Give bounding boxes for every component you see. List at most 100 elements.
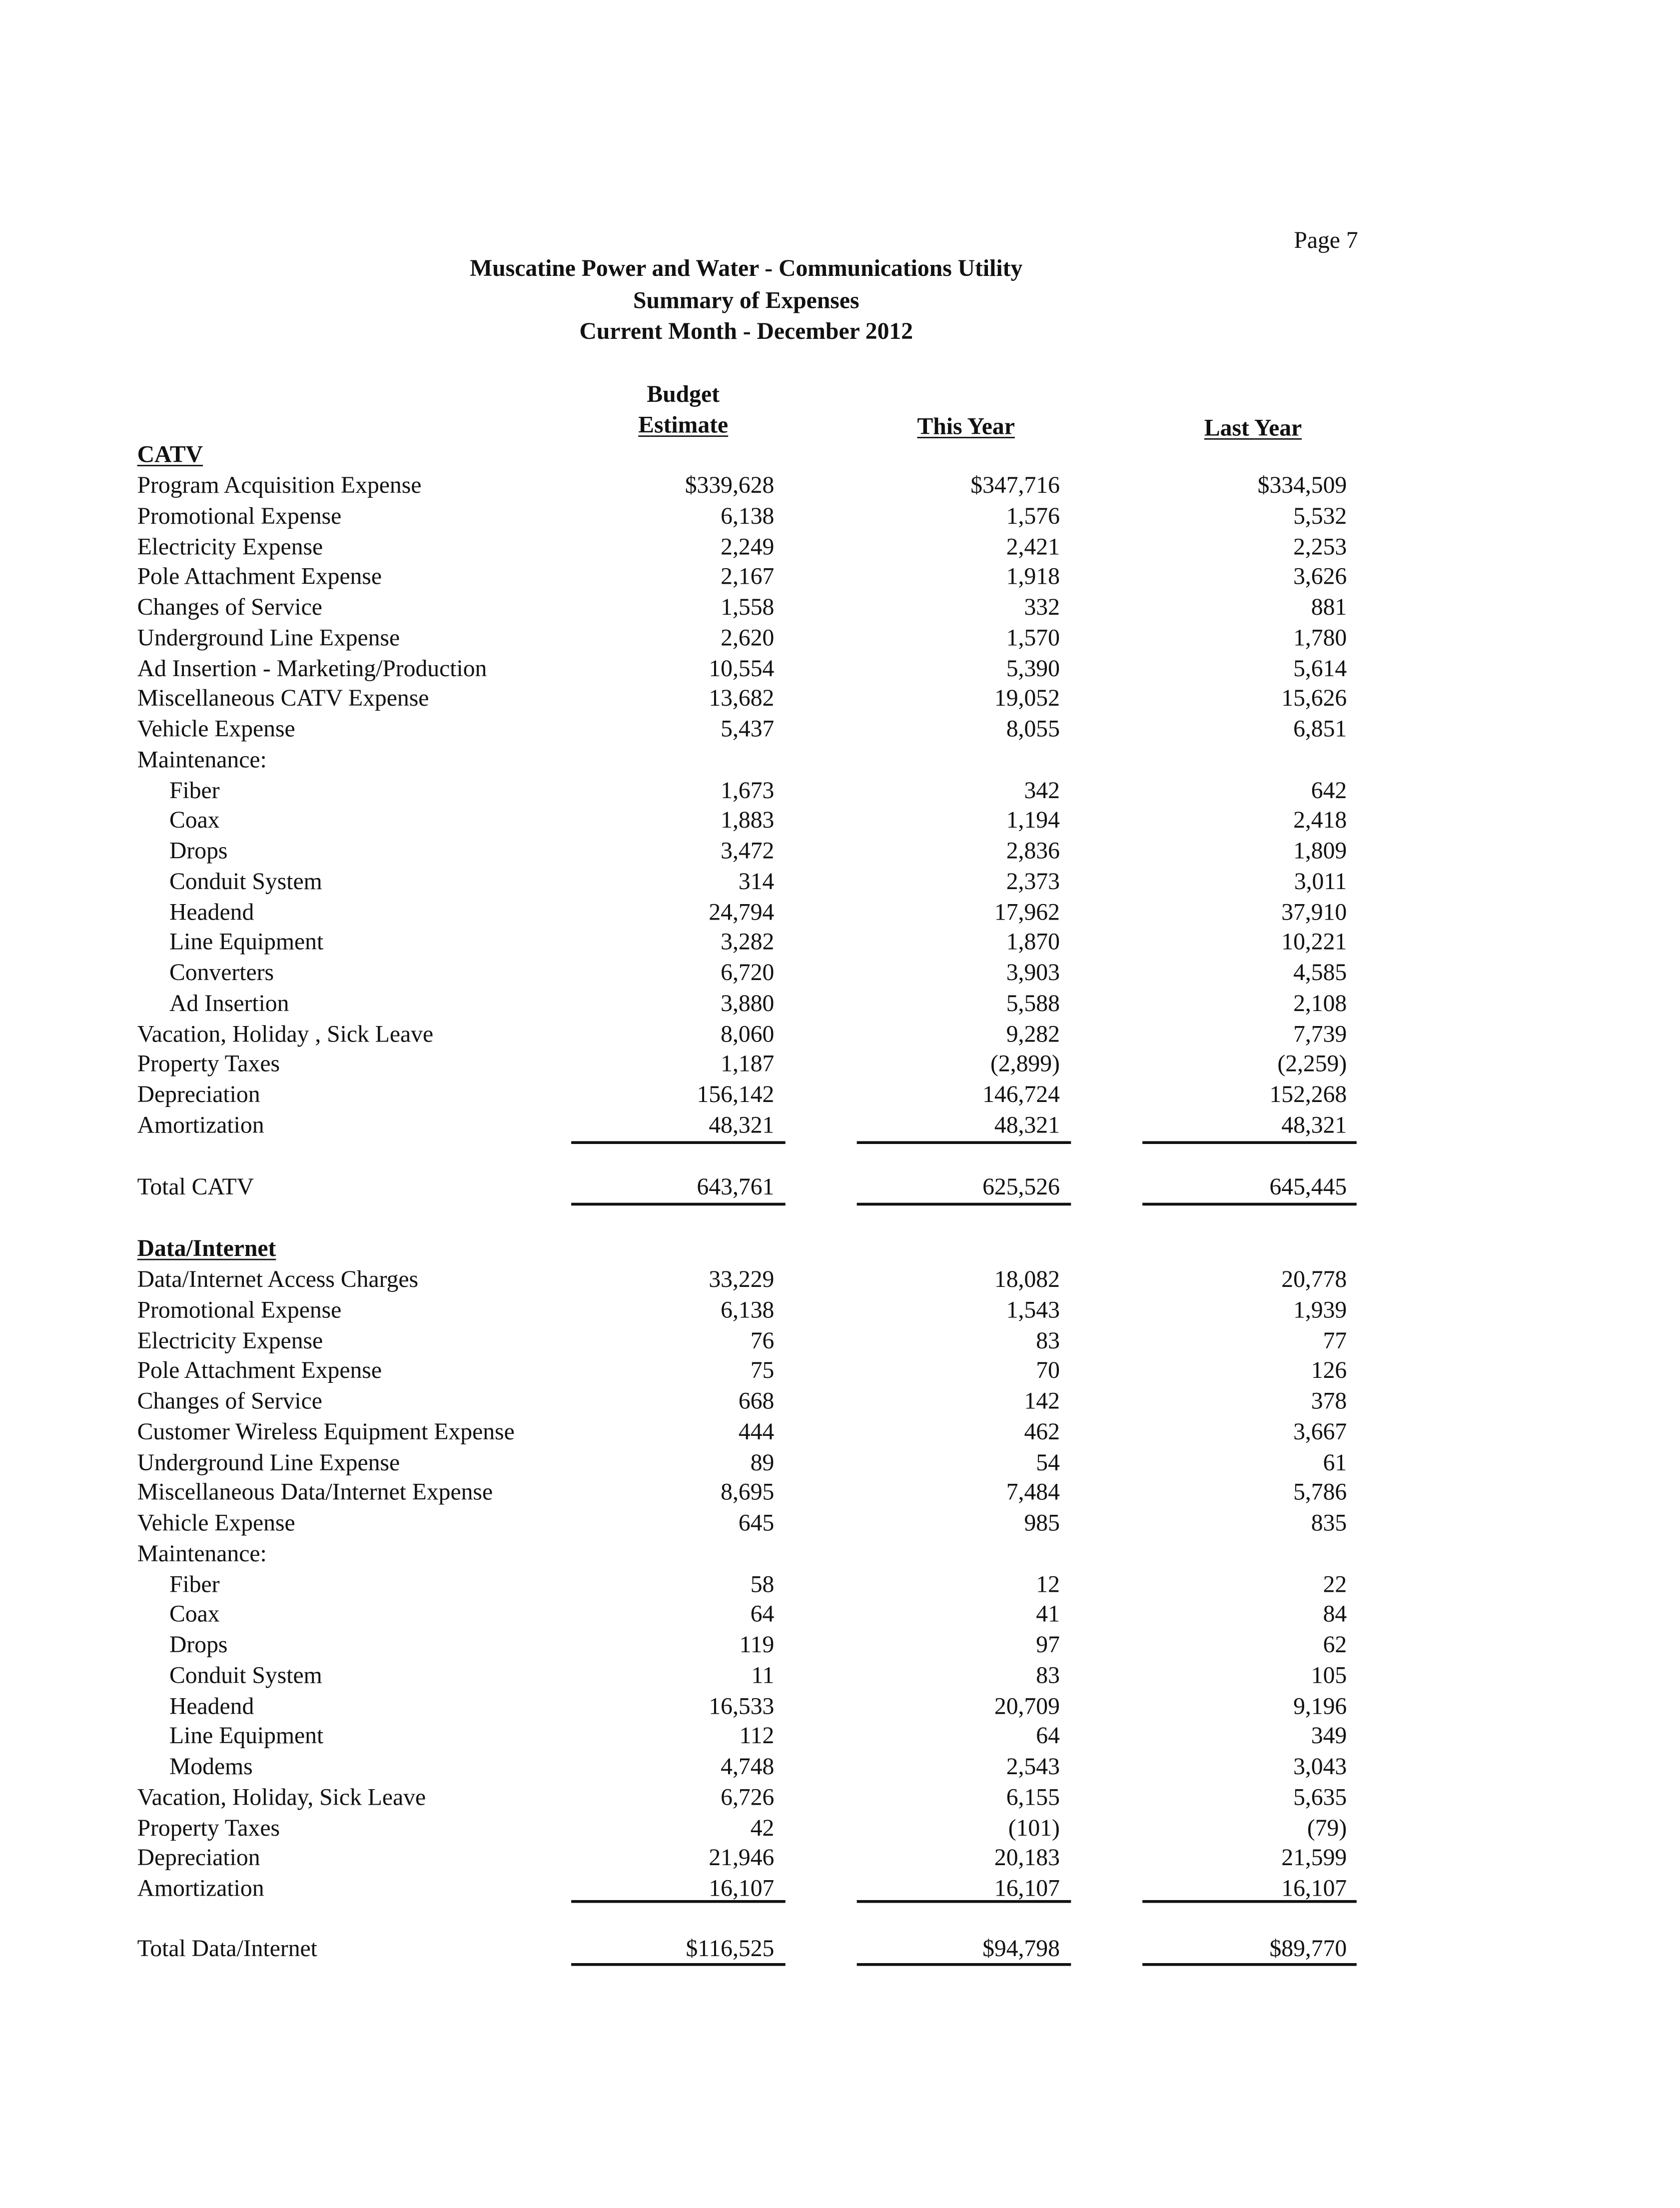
row-label: Drops bbox=[169, 1631, 228, 1658]
row-this-year-value: 1,576 bbox=[1006, 502, 1060, 529]
row-this-year-value: 5,390 bbox=[1006, 654, 1060, 682]
total-this-year-value: 625,526 bbox=[982, 1173, 1060, 1200]
subtotal-rule-2 bbox=[1142, 1141, 1357, 1144]
row-this-year-value: 342 bbox=[1024, 776, 1060, 803]
row-label: Property Taxes bbox=[137, 1814, 280, 1841]
row-label: Maintenance: bbox=[137, 746, 267, 773]
row-this-year-value: 18,082 bbox=[994, 1265, 1060, 1292]
total-this-year-value: $94,798 bbox=[982, 1935, 1060, 1962]
row-last-year-value: 2,108 bbox=[1293, 990, 1347, 1017]
row-label: Miscellaneous Data/Internet Expense bbox=[137, 1479, 493, 1506]
total-last-year-value: 645,445 bbox=[1269, 1173, 1347, 1200]
row-last-year-value: 152,268 bbox=[1269, 1081, 1347, 1108]
row-label: Changes of Service bbox=[137, 1387, 322, 1414]
row-last-year-value: 16,107 bbox=[1281, 1875, 1347, 1902]
row-budget-value: 13,682 bbox=[709, 685, 775, 712]
row-budget-value: 75 bbox=[750, 1357, 775, 1384]
row-budget-value: 2,167 bbox=[721, 563, 775, 590]
row-label: Changes of Service bbox=[137, 593, 322, 621]
row-budget-value: 10,554 bbox=[709, 654, 775, 682]
section-heading: Data/Internet bbox=[137, 1235, 276, 1262]
subtotal-rule-0 bbox=[571, 1900, 786, 1903]
row-this-year-value: 20,183 bbox=[994, 1844, 1060, 1871]
row-last-year-value: (2,259) bbox=[1277, 1050, 1347, 1078]
row-label: Customer Wireless Equipment Expense bbox=[137, 1418, 515, 1445]
row-this-year-value: 462 bbox=[1024, 1418, 1060, 1445]
row-budget-value: 1,673 bbox=[721, 776, 775, 803]
row-this-year-value: 64 bbox=[1036, 1722, 1060, 1750]
row-label: Electricity Expense bbox=[137, 1326, 323, 1353]
row-budget-value: 58 bbox=[750, 1570, 775, 1597]
row-budget-value: 89 bbox=[750, 1448, 775, 1475]
row-label: Line Equipment bbox=[169, 929, 324, 956]
column-header-last-year: Last Year bbox=[1204, 414, 1302, 441]
row-label: Data/Internet Access Charges bbox=[137, 1265, 419, 1292]
column-header-budget-line1: Budget bbox=[647, 381, 720, 408]
row-label: Amortization bbox=[137, 1875, 264, 1902]
row-last-year-value: 21,599 bbox=[1281, 1844, 1347, 1871]
row-label: Promotional Expense bbox=[137, 1296, 342, 1323]
row-budget-value: 16,107 bbox=[709, 1875, 775, 1902]
row-last-year-value: 6,851 bbox=[1293, 715, 1347, 742]
row-last-year-value: 5,786 bbox=[1293, 1479, 1347, 1506]
row-label: Conduit System bbox=[169, 1661, 322, 1689]
row-label: Vehicle Expense bbox=[137, 1509, 295, 1536]
row-label: Vacation, Holiday, Sick Leave bbox=[137, 1783, 426, 1810]
row-last-year-value: 10,221 bbox=[1281, 929, 1347, 956]
subtotal-rule-1 bbox=[856, 1900, 1071, 1903]
subtotal-rule-0 bbox=[571, 1141, 786, 1144]
row-this-year-value: 97 bbox=[1036, 1631, 1060, 1658]
row-budget-value: $339,628 bbox=[685, 472, 775, 499]
row-budget-value: 6,138 bbox=[721, 1296, 775, 1323]
total-rule-1 bbox=[856, 1202, 1071, 1206]
row-this-year-value: 332 bbox=[1024, 593, 1060, 621]
row-last-year-value: 881 bbox=[1311, 593, 1347, 621]
row-budget-value: 8,060 bbox=[721, 1020, 775, 1047]
row-last-year-value: 15,626 bbox=[1281, 685, 1347, 712]
row-label: Headend bbox=[169, 1692, 254, 1719]
row-budget-value: 119 bbox=[739, 1631, 775, 1658]
row-this-year-value: (2,899) bbox=[990, 1050, 1060, 1078]
row-budget-value: 3,472 bbox=[721, 837, 775, 864]
row-budget-value: 76 bbox=[750, 1326, 775, 1353]
column-header-budget-line2: Estimate bbox=[638, 411, 729, 438]
row-this-year-value: 142 bbox=[1024, 1387, 1060, 1414]
row-this-year-value: 54 bbox=[1036, 1448, 1060, 1475]
row-this-year-value: 12 bbox=[1036, 1570, 1060, 1597]
row-budget-value: 6,138 bbox=[721, 502, 775, 529]
row-label: Promotional Expense bbox=[137, 502, 342, 529]
row-last-year-value: 3,043 bbox=[1293, 1753, 1347, 1780]
row-label: Converters bbox=[169, 959, 274, 986]
row-last-year-value: 37,910 bbox=[1281, 898, 1347, 925]
row-label: Ad Insertion - Marketing/Production bbox=[137, 654, 487, 682]
row-budget-value: 5,437 bbox=[721, 715, 775, 742]
row-this-year-value: 70 bbox=[1036, 1357, 1060, 1384]
row-this-year-value: 83 bbox=[1036, 1661, 1060, 1689]
row-this-year-value: (101) bbox=[1008, 1814, 1060, 1841]
row-label: Underground Line Expense bbox=[137, 1448, 400, 1475]
total-rule-2 bbox=[1142, 1963, 1357, 1966]
row-last-year-value: 835 bbox=[1311, 1509, 1347, 1536]
row-this-year-value: 5,588 bbox=[1006, 990, 1060, 1017]
row-this-year-value: 20,709 bbox=[994, 1692, 1060, 1719]
row-budget-value: 2,249 bbox=[721, 533, 775, 560]
total-rule-0 bbox=[571, 1202, 786, 1206]
row-budget-value: 444 bbox=[738, 1418, 775, 1445]
row-this-year-value: 146,724 bbox=[982, 1081, 1060, 1108]
row-budget-value: 6,726 bbox=[721, 1783, 775, 1810]
report-title: Muscatine Power and Water - Communicatio… bbox=[470, 254, 1023, 282]
row-this-year-value: 2,836 bbox=[1006, 837, 1060, 864]
section-heading: CATV bbox=[137, 441, 203, 468]
row-last-year-value: 105 bbox=[1311, 1661, 1347, 1689]
row-budget-value: 314 bbox=[738, 868, 775, 895]
row-label: Line Equipment bbox=[169, 1722, 324, 1750]
row-label: Pole Attachment Expense bbox=[137, 1357, 382, 1384]
row-this-year-value: 2,543 bbox=[1006, 1753, 1060, 1780]
row-budget-value: 645 bbox=[738, 1509, 775, 1536]
row-last-year-value: 48,321 bbox=[1281, 1111, 1347, 1138]
row-budget-value: 156,142 bbox=[697, 1081, 775, 1108]
row-budget-value: 42 bbox=[750, 1814, 775, 1841]
row-this-year-value: 83 bbox=[1036, 1326, 1060, 1353]
row-budget-value: 3,880 bbox=[721, 990, 775, 1017]
